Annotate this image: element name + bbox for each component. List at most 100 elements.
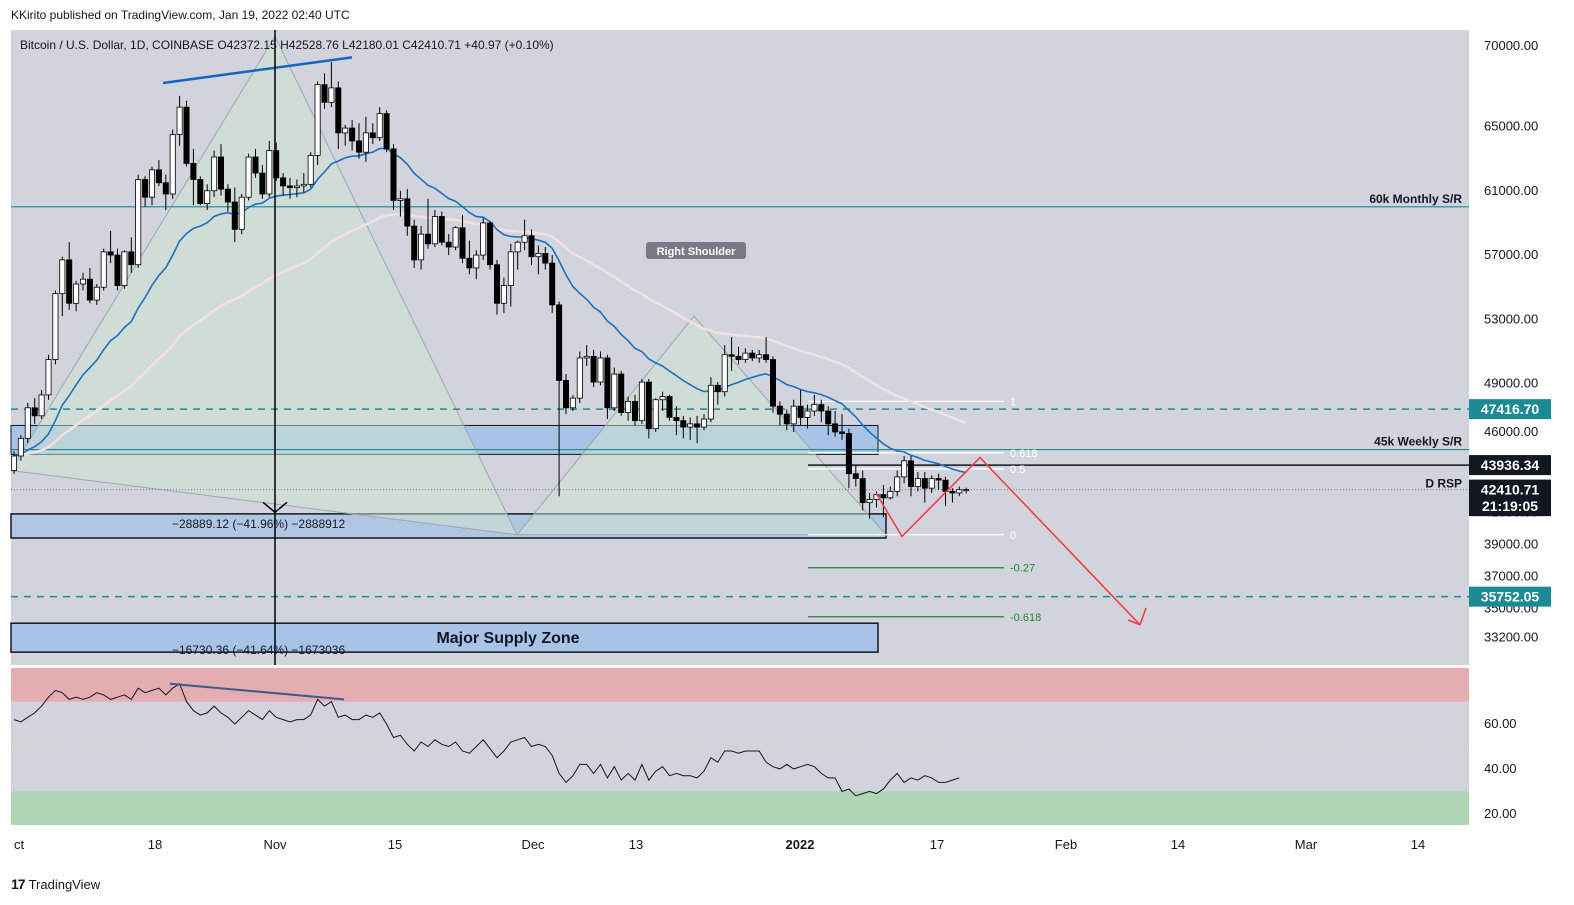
candle-body: [563, 380, 570, 409]
candle-body: [839, 431, 846, 434]
candle-body: [293, 185, 300, 188]
candle-body: [231, 201, 238, 230]
price-tick-label: 61000.00: [1484, 183, 1538, 198]
candle-body: [80, 278, 87, 285]
time-tick-label: Nov: [263, 837, 287, 852]
candle-body: [763, 354, 770, 360]
candle: [273, 142, 280, 182]
candle: [735, 346, 742, 365]
candle-body: [735, 355, 742, 360]
tradingview-brand[interactable]: 17 TradingView: [11, 876, 100, 892]
candle-body: [452, 227, 459, 248]
candle-body: [383, 113, 390, 150]
candle-body: [625, 400, 632, 414]
candle-body: [632, 400, 639, 422]
candle: [307, 152, 314, 188]
candle-body: [224, 188, 231, 203]
candle: [914, 472, 921, 492]
time-tick-label: Feb: [1055, 837, 1077, 852]
candle-body: [266, 150, 273, 195]
candle: [701, 414, 708, 431]
candle-body: [749, 352, 756, 359]
candle: [756, 349, 763, 363]
candle: [583, 345, 590, 366]
candle: [956, 486, 963, 497]
candle-body: [362, 132, 369, 153]
candle-body: [687, 423, 694, 428]
candle-body: [121, 251, 128, 287]
candle: [694, 415, 701, 444]
candle-body: [376, 113, 383, 139]
candle: [197, 176, 204, 206]
candle: [611, 367, 618, 411]
candle: [507, 243, 514, 307]
candle: [852, 465, 859, 487]
candle: [211, 150, 218, 198]
candle: [369, 123, 376, 145]
candle: [445, 234, 452, 256]
candle-body: [148, 169, 155, 198]
candle: [576, 351, 583, 403]
candle-body: [887, 490, 894, 499]
candle-body: [314, 84, 321, 156]
candle: [894, 470, 901, 497]
candle-body: [211, 156, 218, 192]
candle-body: [52, 293, 59, 360]
candle: [45, 354, 52, 400]
candle: [280, 173, 287, 196]
candle-body: [818, 404, 825, 412]
candle: [176, 95, 183, 146]
candle-body: [273, 150, 280, 179]
candle-body: [569, 397, 576, 409]
price-label-box: [1469, 479, 1551, 500]
price-label-box: [1469, 399, 1551, 420]
price-tick-label: 39000.00: [1484, 536, 1538, 551]
candle-body: [86, 278, 93, 301]
candle-body: [321, 84, 328, 103]
candle-body: [500, 285, 507, 304]
candle-body: [866, 499, 873, 504]
candle-body: [714, 384, 721, 393]
candle: [466, 240, 473, 275]
candle-body: [783, 413, 790, 425]
candle-body: [466, 257, 473, 269]
candle: [169, 129, 176, 199]
candle-body: [645, 381, 652, 430]
candle: [804, 404, 811, 429]
price-label-text: 21:19:05: [1482, 498, 1538, 514]
candle-body: [349, 127, 356, 142]
candle-body: [418, 233, 425, 261]
candle-body: [73, 283, 80, 304]
candle-body: [45, 359, 52, 396]
candle: [314, 81, 321, 166]
candle-body: [280, 177, 287, 187]
candle-body: [576, 357, 583, 399]
candle-body: [859, 478, 866, 504]
candle: [266, 140, 273, 198]
candle-body: [286, 185, 293, 188]
candle-body: [162, 182, 169, 195]
candle: [224, 184, 231, 212]
candle: [66, 242, 73, 310]
level-label-1: 45k Weekly S/R: [1374, 435, 1462, 449]
level-label-0: 60k Monthly S/R: [1369, 192, 1462, 206]
candle-body: [252, 156, 259, 174]
candle: [949, 488, 956, 503]
candle: [749, 349, 756, 362]
candle-body: [963, 489, 970, 492]
candle: [376, 107, 383, 141]
fib-label-0: 1: [1010, 396, 1016, 408]
candle-body: [507, 251, 514, 287]
candle: [390, 144, 397, 211]
candle-body: [556, 304, 563, 381]
candle: [942, 476, 949, 506]
candle: [521, 219, 528, 251]
candle: [259, 165, 266, 199]
candle: [86, 267, 93, 304]
candle-body: [431, 216, 438, 245]
candle: [424, 198, 431, 249]
measure-label-1: −28889.12 (−41.96%) −2888912: [172, 517, 345, 531]
time-tick-label: 15: [388, 837, 402, 852]
right-shoulder-badge: [646, 242, 746, 259]
